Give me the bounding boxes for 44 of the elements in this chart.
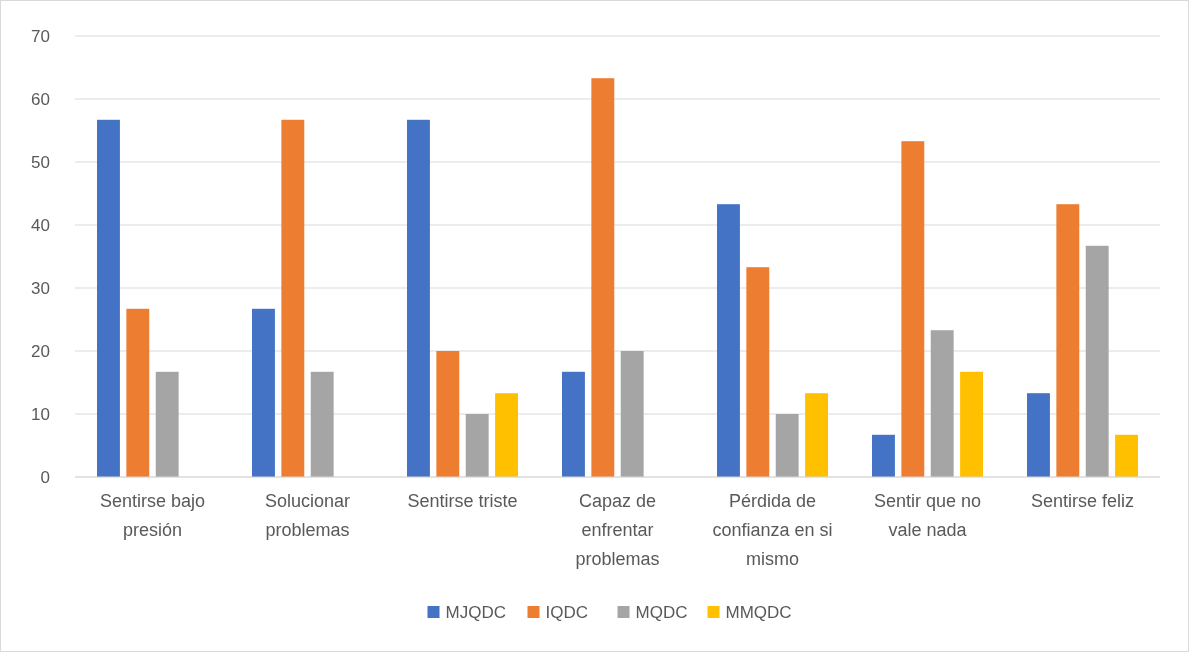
x-tick-label: Sentir que no vale nada <box>873 491 982 540</box>
bar <box>901 141 925 477</box>
legend-label: IQDC <box>545 603 588 622</box>
y-tick-label: 30 <box>31 278 50 298</box>
bar <box>960 371 983 477</box>
legend-label: MJQDC <box>445 603 506 622</box>
bar <box>155 371 179 477</box>
x-tick-label: Pérdida de confianza en si mismo <box>712 491 833 569</box>
bar <box>717 204 740 477</box>
y-tick-label: 20 <box>31 341 50 361</box>
x-tick-label: Solucionar problemas <box>264 491 351 540</box>
y-tick-label: 10 <box>31 404 50 424</box>
bar <box>805 393 828 477</box>
y-tick-label: 0 <box>40 467 50 487</box>
bar <box>930 330 954 477</box>
x-tick-label: Sentirse bajo presión <box>99 491 206 540</box>
bar <box>562 371 585 477</box>
bar <box>407 119 430 477</box>
bar <box>1027 393 1050 477</box>
bar <box>591 78 615 477</box>
y-tick-label: 70 <box>31 26 50 46</box>
bar <box>252 308 275 477</box>
y-tick-label: 60 <box>31 89 50 109</box>
y-tick-label: 50 <box>31 152 50 172</box>
bar <box>775 414 799 477</box>
bar <box>872 434 895 477</box>
legend-label: MQDC <box>635 603 688 622</box>
bar <box>1115 434 1138 477</box>
x-tick-label: Capaz de enfrentar problemas <box>575 491 660 569</box>
bar <box>620 351 644 477</box>
bar <box>465 414 489 477</box>
bar <box>1056 204 1080 477</box>
bar <box>281 119 305 477</box>
bar <box>97 119 120 477</box>
bar <box>746 267 770 477</box>
legend-label: MMQDC <box>725 603 792 622</box>
y-tick-label: 40 <box>31 215 50 235</box>
bar <box>436 351 460 477</box>
bar <box>310 371 334 477</box>
x-tick-label: Sentirse feliz <box>1030 491 1135 511</box>
bar <box>1085 245 1109 477</box>
x-tick-label: Sentirse triste <box>407 491 518 511</box>
bar <box>126 308 150 477</box>
bar <box>495 393 518 477</box>
